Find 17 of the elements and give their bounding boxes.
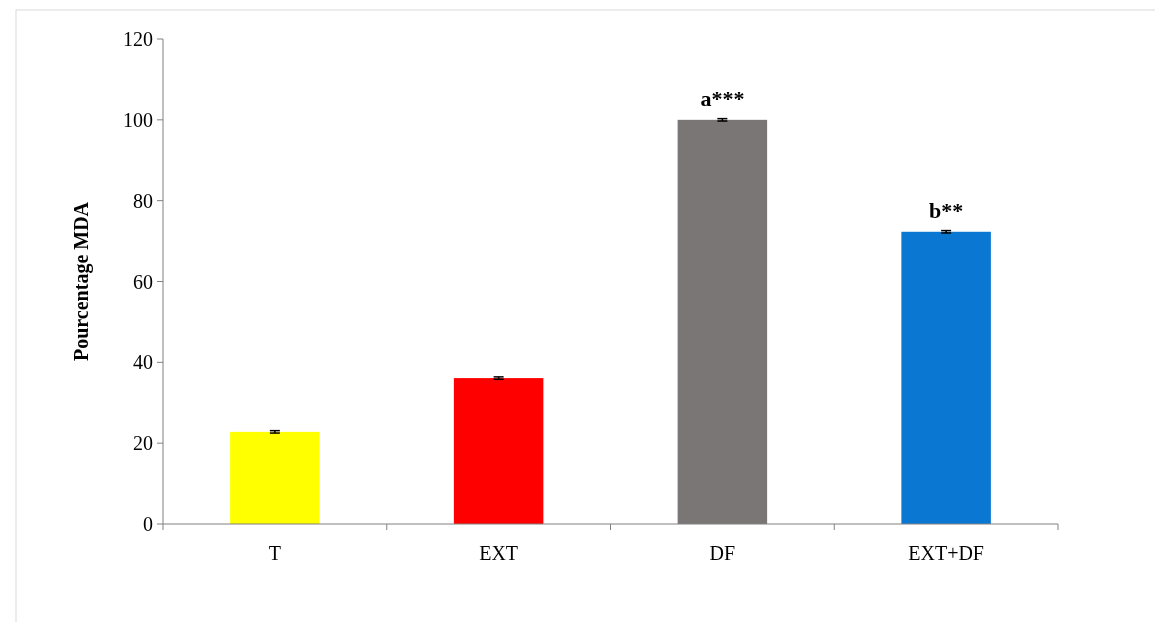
x-tick-label: T: [268, 542, 281, 564]
y-tick-label: 80: [133, 189, 153, 212]
annotation: b**: [929, 197, 964, 223]
y-tick-label: 60: [133, 270, 153, 293]
bar: [453, 378, 544, 524]
annotation: a***: [700, 85, 745, 111]
bar: [901, 231, 991, 524]
y-axis-title: Pourcentage MDA: [70, 201, 93, 362]
x-tick-label: EXT+DF: [908, 542, 984, 564]
x-tick-label: DF: [709, 542, 736, 564]
bar: [230, 431, 320, 524]
y-tick-label: 0: [143, 513, 153, 535]
y-tick-label: 100: [123, 108, 153, 131]
y-tick-label: 120: [123, 28, 153, 50]
x-tick-label: EXT: [479, 542, 519, 564]
y-tick-label: 20: [133, 432, 153, 455]
y-tick-label: 40: [133, 351, 153, 374]
